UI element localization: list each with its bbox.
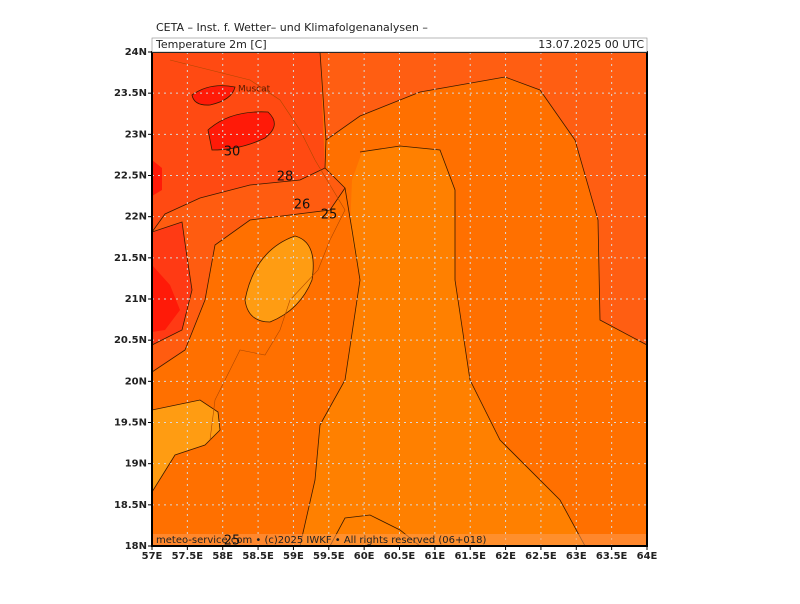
lon-label: 58.5E [242, 551, 274, 562]
lon-label: 59E [283, 551, 304, 562]
footer-band [152, 534, 647, 546]
variable-title: Temperature 2m [C] [155, 38, 267, 51]
lon-label: 62.5E [525, 551, 557, 562]
lon-label: 61.5E [454, 551, 486, 562]
lon-label: 60.5E [384, 551, 416, 562]
lon-label: 58E [212, 551, 233, 562]
lat-label: 22N [125, 212, 147, 223]
lon-label: 63E [566, 551, 587, 562]
lat-label: 18N [125, 541, 147, 552]
lon-label: 61E [424, 551, 445, 562]
place-label: Muscat [238, 85, 271, 95]
lat-label: 20N [125, 376, 147, 387]
contour-label: 28 [277, 170, 294, 185]
lon-label: 60E [354, 551, 375, 562]
lat-label: 23.5N [114, 88, 147, 99]
lat-label: 19.5N [114, 418, 147, 429]
contour-label: 25 [321, 208, 338, 223]
lon-label: 64E [637, 551, 658, 562]
contour-label: 25 [224, 534, 241, 549]
lon-label: 57.5E [172, 551, 204, 562]
contour-label: 30 [224, 145, 241, 160]
lon-label: 59.5E [313, 551, 345, 562]
lon-label: 63.5E [596, 551, 628, 562]
lon-label: 62E [495, 551, 516, 562]
valid-time: 13.07.2025 00 UTC [538, 38, 644, 51]
graticule [152, 52, 647, 546]
lat-label: 19N [125, 459, 147, 470]
header-box [151, 37, 648, 53]
lat-label: 18.5N [114, 500, 147, 511]
contour-label: 26 [294, 198, 311, 213]
copyright: meteo-service.com • (c)2025 IWKF • All r… [156, 535, 486, 546]
lat-label: 23N [125, 129, 147, 140]
lat-label: 24N [125, 47, 147, 58]
source-title: CETA – Inst. f. Wetter– und Klimafolgena… [156, 21, 428, 34]
lat-label: 21.5N [114, 253, 147, 264]
lat-label: 21N [125, 294, 147, 305]
lat-label: 20.5N [114, 335, 147, 346]
lon-label: 57E [142, 551, 163, 562]
lat-label: 22.5N [114, 171, 147, 182]
